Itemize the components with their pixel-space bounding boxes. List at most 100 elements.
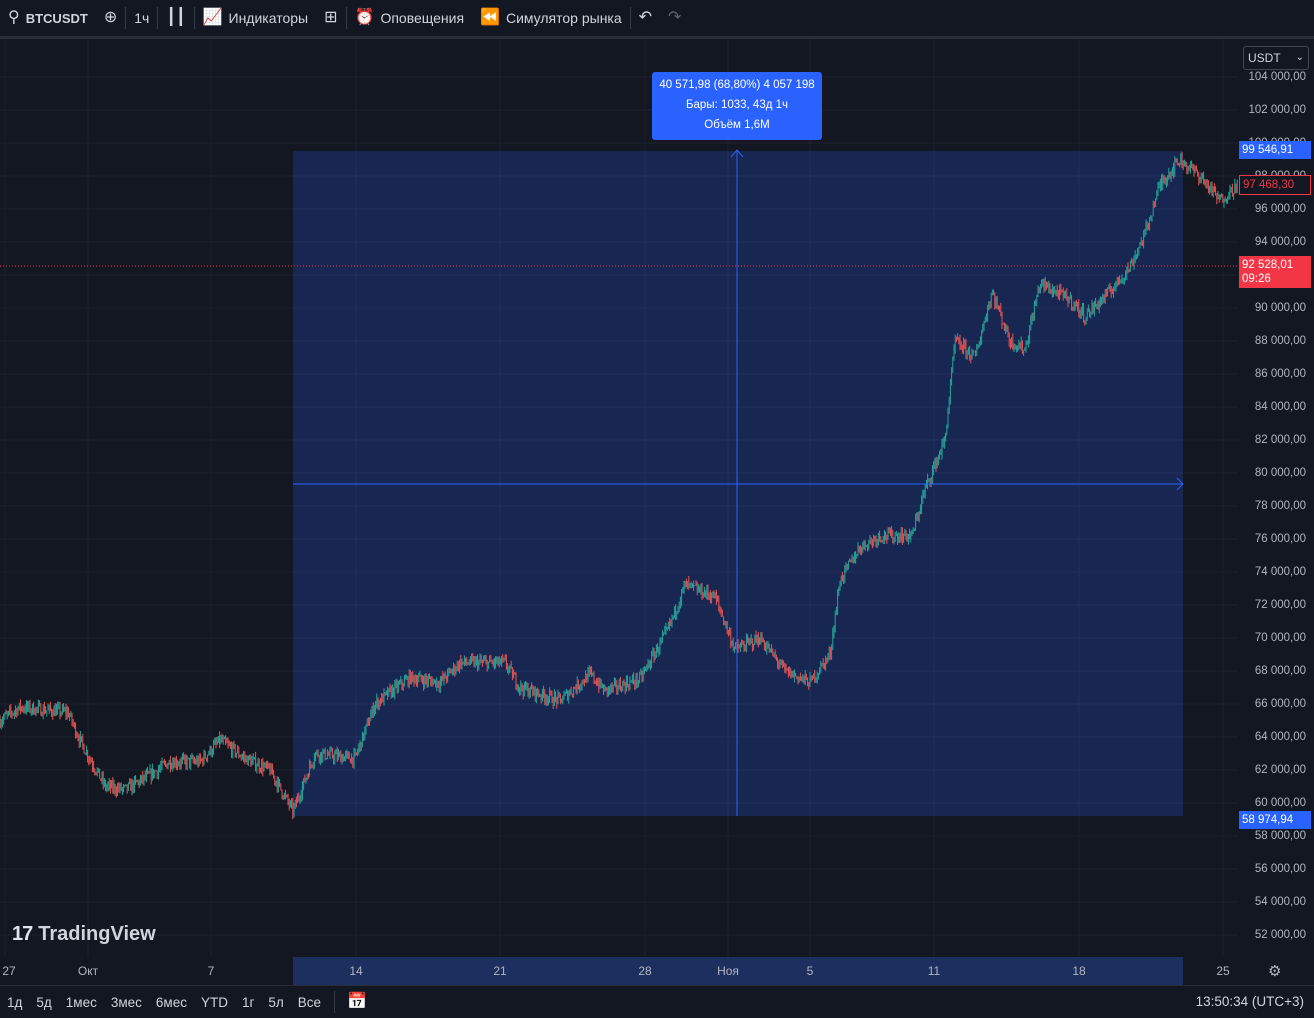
measure-volume: Объём 1,6M: [704, 119, 770, 131]
alerts-button[interactable]: ⏰ Оповещения: [347, 0, 473, 36]
time-tick: 11: [927, 964, 941, 978]
price-tick: 66 000,00: [1254, 698, 1306, 710]
price-tick: 102 000,00: [1248, 104, 1306, 116]
interval-button[interactable]: 1ч: [126, 0, 157, 36]
divider: [193, 7, 195, 29]
divider: [629, 7, 631, 29]
price-tick: 80 000,00: [1254, 467, 1306, 479]
price-tick: 86 000,00: [1254, 368, 1306, 380]
redo-icon: ↷: [668, 9, 682, 26]
range-button[interactable]: 3мес: [110, 994, 142, 1010]
divider: [125, 7, 127, 29]
divider: [157, 7, 159, 29]
top-toolbar: ⚲ BTCUSDT ⊕ 1ч ┃┃ 📈 Индикаторы ⊞ ⏰ Опове…: [0, 0, 1314, 39]
time-tick: 7: [207, 964, 215, 978]
time-tick: 25: [1216, 964, 1230, 978]
price-tick: 76 000,00: [1254, 533, 1306, 545]
measure-high-label: 99 546,91: [1239, 141, 1311, 160]
divider: [334, 991, 336, 1013]
price-tick: 58 000,00: [1254, 830, 1306, 842]
time-tick: Ноя: [717, 964, 739, 978]
indicators-icon: 📈: [202, 9, 223, 26]
symbol-label: BTCUSDT: [25, 10, 88, 26]
rewind-icon: ⏪: [480, 9, 500, 26]
price-tick: 68 000,00: [1254, 665, 1306, 677]
chart-pane[interactable]: [0, 39, 1238, 957]
time-tick: 18: [1072, 964, 1086, 978]
indicators-label: Индикаторы: [228, 10, 309, 26]
redo-button[interactable]: ↷: [660, 0, 689, 36]
price-chart[interactable]: [0, 39, 1238, 957]
tradingview-mark-icon: 17: [12, 923, 33, 945]
price-tick: 72 000,00: [1254, 599, 1306, 611]
range-button[interactable]: 1мес: [65, 994, 97, 1010]
measure-arrow-right: [1176, 477, 1184, 491]
interval-label: 1ч: [134, 10, 150, 26]
price-tick: 78 000,00: [1254, 500, 1306, 512]
range-button[interactable]: 1г: [241, 994, 255, 1010]
search-icon: ⚲: [8, 9, 20, 26]
chart-type-button[interactable]: ┃┃: [158, 0, 193, 36]
candlestick-series: [0, 151, 1238, 820]
price-tick: 88 000,00: [1254, 335, 1306, 347]
price-tick: 56 000,00: [1254, 863, 1306, 875]
replay-button[interactable]: ⏪ Симулятор рынка: [472, 0, 630, 36]
range-button[interactable]: Все: [297, 994, 322, 1010]
bottom-toolbar: 1д 5д 1мес 3мес 6мес YTD 1г 5л Все 📅 13:50:34 (U…: [0, 985, 1314, 1018]
measure-arrow-up: [730, 149, 744, 158]
price-tick: 52 000,00: [1254, 929, 1306, 941]
grid-icon: ⊞: [324, 9, 338, 26]
price-tick: 94 000,00: [1254, 236, 1306, 248]
alarm-clock-icon: ⏰: [354, 9, 375, 26]
chart-grid: [0, 39, 1238, 957]
range-button[interactable]: 1д: [7, 994, 23, 1010]
cursor-price-label: 92 528,01 09:26: [1239, 256, 1311, 289]
layouts-button[interactable]: ⊞: [316, 0, 345, 36]
price-tick: 62 000,00: [1254, 764, 1306, 776]
price-tick: 54 000,00: [1254, 896, 1306, 908]
time-tick: 14: [349, 964, 363, 978]
price-tick: 64 000,00: [1254, 731, 1306, 743]
price-tick: 60 000,00: [1254, 797, 1306, 809]
measure-bars: Бары: 1033, 43д 1ч: [685, 99, 789, 111]
time-tick: Окт: [77, 964, 99, 978]
range-button[interactable]: 6мес: [155, 994, 187, 1010]
price-tick: 90 000,00: [1254, 302, 1306, 314]
range-button[interactable]: YTD: [200, 994, 228, 1010]
indicators-button[interactable]: 📈 Индикаторы: [195, 0, 317, 36]
goto-date-icon[interactable]: 📅: [347, 993, 367, 1010]
undo-button[interactable]: ↶: [631, 0, 660, 36]
currency-select[interactable]: USDT ⌄: [1243, 46, 1309, 70]
alerts-label: Оповещения: [380, 10, 465, 26]
time-tick: 27: [2, 964, 16, 978]
divider: [345, 7, 347, 29]
measure-change: 40 571,98 (68,80%) 4 057 198: [659, 79, 815, 91]
time-tick: 21: [493, 964, 507, 978]
undo-icon: ↶: [638, 9, 653, 26]
logo-text: TradingView: [38, 923, 156, 945]
range-button[interactable]: 5д: [36, 994, 52, 1010]
price-tick: 84 000,00: [1254, 401, 1306, 413]
candles-icon: ┃┃: [166, 9, 186, 26]
last-price-label: 97 468,30: [1239, 174, 1311, 195]
plus-circle-icon: ⊕: [103, 9, 118, 26]
tradingview-logo[interactable]: 17 TradingView: [12, 923, 156, 946]
price-tick: 74 000,00: [1254, 566, 1306, 578]
currency-label: USDT: [1248, 51, 1281, 65]
symbol-search-button[interactable]: ⚲ BTCUSDT: [0, 0, 96, 36]
range-buttons: 1д 5д 1мес 3мес 6мес YTD 1г 5л Все: [0, 995, 328, 1010]
clock[interactable]: 13:50:34 (UTC+3): [1195, 994, 1304, 1009]
compare-button[interactable]: ⊕: [96, 0, 125, 36]
price-tick: 82 000,00: [1254, 434, 1306, 446]
time-tick: 28: [638, 964, 652, 978]
time-tick: 5: [806, 964, 814, 978]
measure-info-box: 40 571,98 (68,80%) 4 057 198 Бары: 1033,…: [652, 72, 822, 140]
measure-low-label: 58 974,94: [1239, 810, 1311, 829]
range-button[interactable]: 5л: [268, 994, 284, 1010]
replay-label: Симулятор рынка: [505, 10, 622, 26]
time-range-highlight: [293, 957, 1183, 985]
cursor-timer: 09:26: [1242, 273, 1271, 286]
time-scale[interactable]: 27 Окт 7 14 21 28 Ноя 5 11 18 25: [0, 957, 1238, 985]
settings-gear-icon[interactable]: ⚙: [1268, 963, 1282, 980]
